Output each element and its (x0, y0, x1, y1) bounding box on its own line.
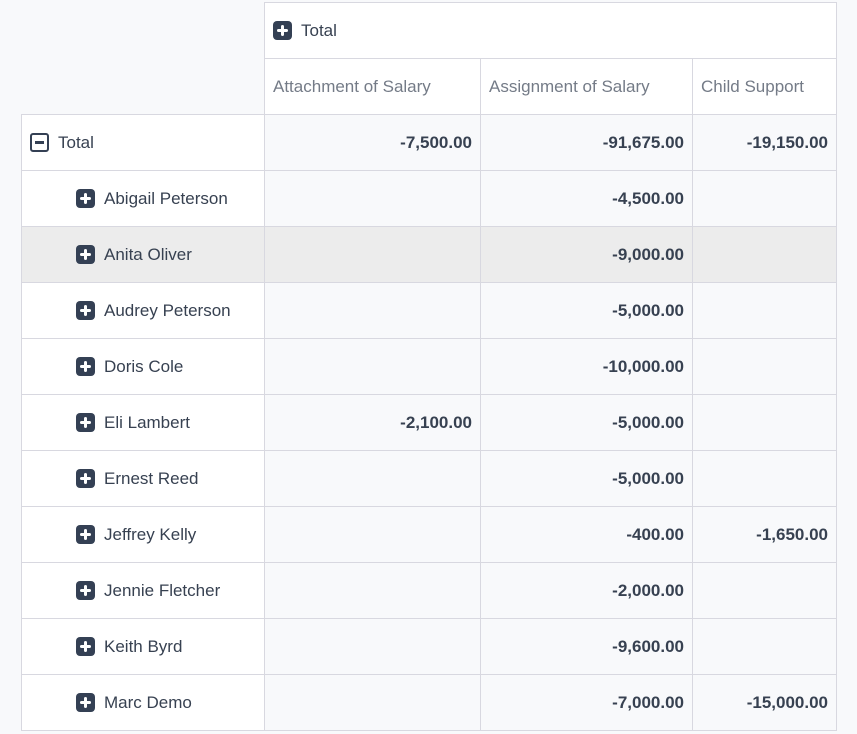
pivot-cell (264, 338, 481, 395)
pivot-corner-blank (22, 59, 265, 115)
row-label: Ernest Reed (104, 468, 199, 488)
pivot-cell: -5,000.00 (480, 450, 693, 507)
expand-row-icon[interactable] (76, 581, 95, 600)
expand-row-icon[interactable] (76, 189, 95, 208)
table-row-total: Total -7,500.00 -91,675.00 -19,150.00 (21, 114, 838, 171)
row-label: Jeffrey Kelly (104, 524, 197, 544)
pivot-corner-blank (22, 3, 265, 59)
pivot-cell: -400.00 (480, 506, 693, 563)
expand-row-icon[interactable] (76, 413, 95, 432)
column-header-child-support[interactable]: Child Support (691, 58, 838, 115)
pivot-cell: -5,000.00 (480, 394, 693, 451)
pivot-cell (264, 282, 481, 339)
row-label: Total (58, 132, 94, 152)
pivot-cell (691, 618, 838, 675)
table-row: Jeffrey Kelly -400.00 -1,650.00 (21, 506, 838, 563)
expand-row-icon[interactable] (76, 357, 95, 376)
column-group-label: Total (301, 20, 337, 40)
pivot-cell (691, 170, 838, 227)
expand-row-icon[interactable] (76, 693, 95, 712)
pivot-cell: -7,500.00 (264, 114, 481, 171)
row-header-keith-byrd[interactable]: Keith Byrd (21, 618, 265, 675)
row-label: Doris Cole (104, 356, 184, 376)
pivot-cell (264, 170, 481, 227)
column-header-attachment-of-salary[interactable]: Attachment of Salary (264, 58, 481, 115)
table-row: Ernest Reed -5,000.00 (21, 450, 838, 507)
pivot-cell: -5,000.00 (480, 282, 693, 339)
pivot-cell: -19,150.00 (691, 114, 838, 171)
row-header-abigail-peterson[interactable]: Abigail Peterson (21, 170, 265, 227)
expand-row-icon[interactable] (76, 301, 95, 320)
column-group-header-total[interactable]: Total (263, 2, 838, 59)
pivot-cell (264, 674, 481, 731)
row-header-audrey-peterson[interactable]: Audrey Peterson (21, 282, 265, 339)
pivot-cell: -4,500.00 (480, 170, 693, 227)
pivot-cell (264, 226, 481, 283)
row-header-marc-demo[interactable]: Marc Demo (21, 674, 265, 731)
pivot-cell: -9,000.00 (480, 226, 693, 283)
table-row: Keith Byrd -9,600.00 (21, 618, 838, 675)
row-label: Jennie Fletcher (104, 580, 221, 600)
table-row: Eli Lambert -2,100.00 -5,000.00 (21, 394, 838, 451)
pivot-cell: -1,650.00 (691, 506, 838, 563)
pivot-cell (691, 282, 838, 339)
row-header-total[interactable]: Total (21, 114, 265, 171)
row-header-jennie-fletcher[interactable]: Jennie Fletcher (21, 562, 265, 619)
collapse-row-icon[interactable] (30, 133, 49, 152)
row-label: Audrey Peterson (104, 300, 231, 320)
pivot-cell (691, 450, 838, 507)
pivot-cell: -2,100.00 (264, 394, 481, 451)
pivot-cell (264, 506, 481, 563)
pivot-cell: -91,675.00 (480, 114, 693, 171)
pivot-cell: -2,000.00 (480, 562, 693, 619)
row-label: Keith Byrd (104, 636, 183, 656)
expand-row-icon[interactable] (76, 245, 95, 264)
row-label: Anita Oliver (104, 244, 192, 264)
pivot-cell (264, 562, 481, 619)
table-row-highlighted: Anita Oliver -9,000.00 (21, 226, 838, 283)
pivot-cell (691, 562, 838, 619)
pivot-cell: -9,600.00 (480, 618, 693, 675)
expand-row-icon[interactable] (76, 525, 95, 544)
table-row: Jennie Fletcher -2,000.00 (21, 562, 838, 619)
pivot-cell: -10,000.00 (480, 338, 693, 395)
pivot-cell: -15,000.00 (691, 674, 838, 731)
table-row: Marc Demo -7,000.00 -15,000.00 (21, 674, 838, 731)
table-row: Doris Cole -10,000.00 (21, 338, 838, 395)
row-header-jeffrey-kelly[interactable]: Jeffrey Kelly (21, 506, 265, 563)
column-group-row: Total (22, 2, 838, 59)
pivot-cell: -7,000.00 (480, 674, 693, 731)
row-header-ernest-reed[interactable]: Ernest Reed (21, 450, 265, 507)
row-label: Eli Lambert (104, 412, 190, 432)
measure-header-row: Attachment of Salary Assignment of Salar… (22, 58, 838, 115)
pivot-cell (264, 618, 481, 675)
row-header-doris-cole[interactable]: Doris Cole (21, 338, 265, 395)
row-header-anita-oliver[interactable]: Anita Oliver (21, 226, 265, 283)
expand-row-icon[interactable] (76, 637, 95, 656)
pivot-cell (691, 394, 838, 451)
row-label: Abigail Peterson (104, 188, 228, 208)
pivot-cell (691, 338, 838, 395)
pivot-cell (691, 226, 838, 283)
row-label: Marc Demo (104, 692, 192, 712)
table-row: Abigail Peterson -4,500.00 (21, 170, 838, 227)
expand-column-icon[interactable] (273, 21, 292, 40)
table-row: Audrey Peterson -5,000.00 (21, 282, 838, 339)
pivot-cell (264, 450, 481, 507)
column-header-assignment-of-salary[interactable]: Assignment of Salary (480, 58, 693, 115)
pivot-table: Total Attachment of Salary Assignment of… (21, 2, 838, 731)
expand-row-icon[interactable] (76, 469, 95, 488)
row-header-eli-lambert[interactable]: Eli Lambert (21, 394, 265, 451)
